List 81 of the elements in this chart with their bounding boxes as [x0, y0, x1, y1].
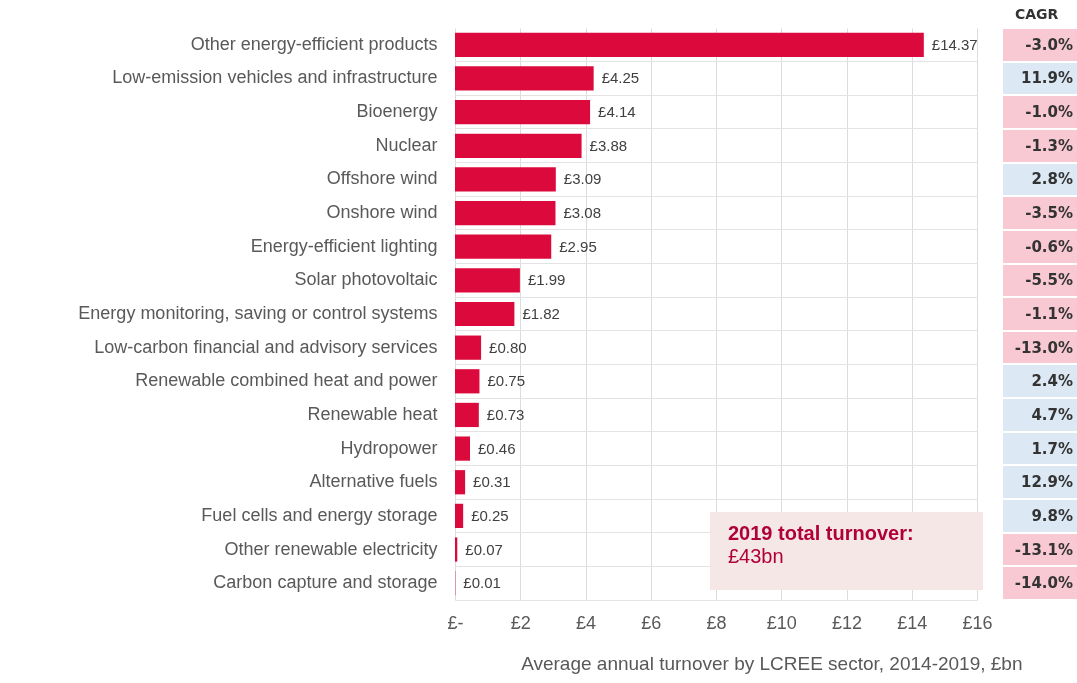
text: CAGR [1015, 6, 1059, 22]
y-tick-label: Solar photovoltaic [294, 269, 438, 290]
y-tick-label: Onshore wind [326, 202, 438, 223]
x-axis-title: Average annual turnover by LCREE sector, 2014-2019, £bn [521, 652, 1023, 674]
text: -1.3% [1003, 129, 1077, 162]
text: -1.0% [1003, 96, 1077, 128]
y-tick-label: Renewable combined heat and power [135, 370, 438, 391]
text: 2.4% [1003, 365, 1077, 398]
x-tick-label: £6 [641, 612, 662, 633]
y-tick-label: Nuclear [375, 134, 438, 155]
text: 9.8% [1003, 500, 1077, 532]
data-label: £0.01 [463, 574, 501, 592]
text: -14.0% [1003, 567, 1077, 599]
bar [455, 537, 458, 562]
bar [455, 335, 482, 360]
x-tick-label: £10 [766, 612, 797, 633]
text: -1.1% [1003, 298, 1077, 330]
data-label: £0.07 [465, 540, 503, 558]
bar [455, 402, 479, 428]
bar [455, 66, 594, 91]
y-tick-label: Energy-efficient lighting [250, 235, 438, 256]
data-label: £14.37 [931, 35, 978, 53]
y-tick-label: Other renewable electricity [224, 538, 438, 559]
data-label: £0.46 [478, 439, 516, 457]
y-tick-label: Offshore wind [326, 168, 438, 189]
text: -3.0% [1003, 29, 1077, 61]
text: 2.8% [1003, 163, 1077, 196]
data-label: £1.82 [522, 305, 560, 322]
data-label: £0.75 [487, 372, 526, 390]
data-label: £0.80 [489, 338, 527, 356]
annotation: 2019 total turnover: [728, 522, 915, 545]
bar [455, 436, 471, 461]
data-label: £1.99 [527, 271, 566, 289]
data-label: £0.25 [471, 506, 509, 524]
text: -13.1% [1003, 533, 1077, 566]
text: -13.0% [1003, 331, 1077, 364]
data-label: £3.88 [589, 136, 628, 154]
x-tick-label: £2 [510, 612, 531, 633]
y-tick-label: Fuel cells and energy storage [201, 504, 438, 525]
text: 12.9% [1003, 466, 1077, 499]
bar [455, 268, 520, 293]
y-tick-label: Energy monitoring, saving or control systems [78, 303, 438, 323]
text: -5.5% [1003, 264, 1077, 297]
y-tick-label: Bioenergy [356, 101, 438, 122]
data-label: £3.08 [563, 204, 602, 222]
x-tick-label: £- [447, 612, 464, 633]
bar [455, 369, 480, 394]
x-tick-label: £16 [962, 612, 993, 633]
bar [455, 200, 556, 226]
bar [455, 234, 552, 259]
y-tick-label: Other energy-efficient products [190, 33, 438, 54]
x-tick-label: £8 [706, 612, 727, 633]
x-tick-label: £14 [897, 612, 928, 633]
y-tick-label: Hydropower [340, 437, 438, 458]
x-tick-label: £4 [575, 612, 597, 633]
text: 4.7% [1003, 399, 1077, 431]
data-label: £0.73 [486, 405, 525, 423]
y-tick-label: Alternative fuels [309, 471, 438, 492]
data-label: £4.25 [601, 69, 640, 87]
annotation: £43bn [728, 545, 785, 568]
bar [455, 100, 591, 125]
data-label: £0.31 [473, 473, 511, 491]
y-tick-label: Renewable heat [307, 403, 438, 424]
y-tick-label: Low-emission vehicles and infrastructure [112, 67, 438, 88]
bar [455, 32, 924, 57]
data-label: £2.95 [559, 237, 597, 255]
note-box: 2019 total turnover: £43bn [710, 512, 983, 590]
x-tick-label: £12 [831, 612, 863, 633]
bar [455, 301, 515, 327]
bar [455, 167, 556, 192]
bar [455, 503, 464, 528]
text: 1.7% [1003, 432, 1077, 465]
text: -0.6% [1003, 230, 1077, 263]
text: -3.5% [1003, 197, 1077, 229]
bar [455, 133, 582, 158]
data-label: £4.14 [598, 103, 636, 121]
bar [455, 470, 466, 495]
y-tick-label: Low-carbon financial and advisory services [94, 336, 438, 357]
y-tick-label: Carbon capture and storage [213, 572, 438, 593]
text: 11.9% [1003, 62, 1077, 95]
data-label: £3.09 [563, 170, 602, 188]
